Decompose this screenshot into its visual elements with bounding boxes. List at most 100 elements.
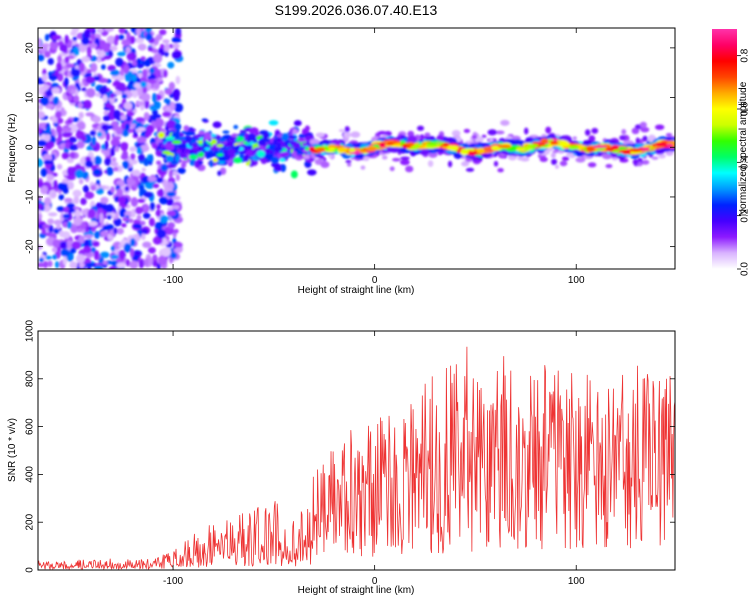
heatmap-cell bbox=[104, 28, 115, 32]
heatmap-cell bbox=[38, 54, 45, 62]
heatmap-cell bbox=[460, 148, 470, 154]
heatmap-cell bbox=[85, 76, 95, 84]
heatmap-cell bbox=[115, 126, 123, 135]
heatmap-cell bbox=[337, 146, 349, 153]
heatmap-cell bbox=[83, 29, 91, 40]
heatmap-cell bbox=[198, 160, 204, 165]
heatmap-cell bbox=[59, 44, 68, 52]
heatmap-cell bbox=[234, 136, 245, 142]
heatmap-cell bbox=[96, 57, 102, 63]
heatmap-cell bbox=[172, 170, 178, 176]
heatmap-cell bbox=[157, 255, 168, 266]
heatmap-cell bbox=[110, 245, 115, 252]
heatmap-cell bbox=[160, 163, 169, 172]
heatmap-cell bbox=[539, 156, 548, 163]
heatmap-cell bbox=[279, 158, 286, 162]
heatmap-cell bbox=[126, 111, 135, 117]
heatmap-cell bbox=[61, 152, 70, 160]
heatmap-cell bbox=[63, 206, 69, 213]
heatmap-cell bbox=[505, 146, 517, 152]
heatmap-cell bbox=[81, 56, 91, 63]
heatmap-cell bbox=[118, 28, 126, 34]
heatmap-cell bbox=[158, 196, 169, 205]
heatmap-cell bbox=[280, 164, 287, 173]
heatmap-cell bbox=[75, 208, 81, 218]
heatmap-cell bbox=[476, 148, 485, 154]
heatmap-cell bbox=[172, 204, 180, 210]
heatmap-cell bbox=[70, 225, 78, 234]
heatmap-cell bbox=[145, 124, 155, 134]
heatmap-cell bbox=[126, 31, 131, 42]
heatmap-cell bbox=[73, 216, 83, 226]
heatmap-cell bbox=[654, 124, 665, 130]
heatmap-cell bbox=[545, 126, 552, 134]
heatmap-cell bbox=[343, 131, 352, 139]
heatmap-cell bbox=[96, 179, 101, 186]
heatmap-cell bbox=[491, 145, 500, 151]
heatmap-cell bbox=[117, 51, 127, 57]
heatmap-cell bbox=[40, 96, 50, 107]
heatmap-cell bbox=[162, 39, 170, 44]
heatmap-cell bbox=[301, 142, 308, 147]
heatmap-cell bbox=[151, 116, 157, 122]
heatmap-cell bbox=[273, 146, 283, 153]
heatmap-cell bbox=[53, 179, 58, 189]
heatmap-cell bbox=[124, 123, 130, 131]
heatmap-cell bbox=[135, 28, 142, 36]
heatmap-cell bbox=[463, 128, 471, 134]
heatmap-cell bbox=[148, 217, 155, 227]
heatmap-cell bbox=[297, 154, 304, 158]
heatmap-cell bbox=[135, 77, 141, 84]
spectrogram-y-tick-label: 0 bbox=[25, 144, 36, 150]
heatmap-cell bbox=[164, 43, 170, 52]
heatmap-cell bbox=[290, 170, 298, 179]
heatmap-cell bbox=[619, 135, 626, 141]
heatmap-cell bbox=[142, 68, 148, 79]
heatmap-cell bbox=[204, 147, 211, 151]
heatmap-cell bbox=[136, 136, 147, 144]
heatmap-cell bbox=[156, 204, 161, 210]
heatmap-cell bbox=[82, 185, 90, 193]
heatmap-cell bbox=[90, 34, 96, 41]
heatmap-cell bbox=[69, 136, 77, 142]
heatmap-cell bbox=[156, 189, 165, 197]
heatmap-cell bbox=[379, 141, 387, 147]
heatmap-cell bbox=[118, 243, 123, 249]
heatmap-cell bbox=[166, 191, 176, 197]
heatmap-cell bbox=[658, 153, 666, 159]
heatmap-cell bbox=[400, 156, 410, 161]
heatmap-cell bbox=[632, 159, 639, 166]
heatmap-cell bbox=[65, 63, 75, 68]
heatmap-cell bbox=[205, 151, 211, 160]
heatmap-cell bbox=[307, 169, 317, 176]
heatmap-cell bbox=[108, 45, 118, 52]
heatmap-cell bbox=[344, 126, 350, 133]
heatmap-cell bbox=[347, 162, 352, 167]
heatmap-cell bbox=[315, 132, 325, 138]
heatmap-cell bbox=[73, 46, 80, 56]
heatmap-cell bbox=[42, 153, 53, 162]
heatmap-cell bbox=[164, 142, 175, 149]
heatmap-cell bbox=[113, 90, 123, 96]
heatmap-cell bbox=[320, 161, 330, 168]
heatmap-cell bbox=[52, 254, 58, 260]
heatmap-cell bbox=[228, 137, 238, 141]
heatmap-cell bbox=[59, 241, 68, 249]
snr-y-tick-label: 1000 bbox=[25, 319, 36, 342]
heatmap-cell bbox=[197, 151, 205, 158]
heatmap-cell bbox=[143, 111, 150, 121]
heatmap-cell bbox=[114, 145, 120, 153]
heatmap-cell bbox=[171, 195, 181, 201]
heatmap-cell bbox=[315, 147, 326, 152]
snr-x-tick-label: 100 bbox=[568, 576, 585, 587]
heatmap-cell bbox=[133, 82, 142, 89]
heatmap-cell bbox=[495, 130, 505, 135]
heatmap-cell bbox=[118, 34, 125, 40]
heatmap-cell bbox=[91, 136, 97, 146]
heatmap-cell bbox=[114, 75, 125, 81]
heatmap-cell bbox=[60, 248, 71, 257]
heatmap-cell bbox=[568, 145, 580, 150]
heatmap-cell bbox=[44, 134, 51, 142]
heatmap-cell bbox=[78, 42, 87, 53]
